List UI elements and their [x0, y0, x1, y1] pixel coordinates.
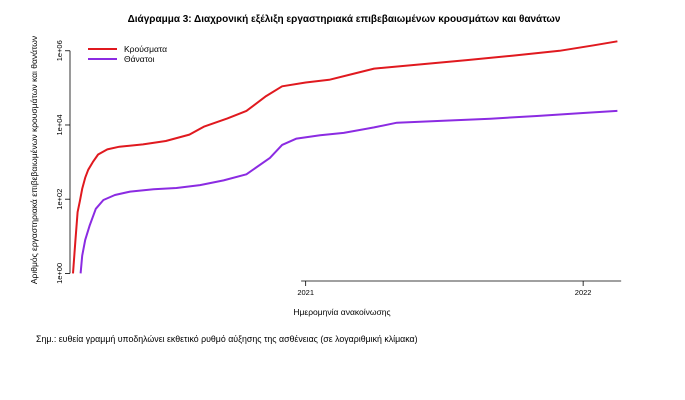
series-lines	[72, 40, 618, 274]
legend-label: Θάνατοι	[124, 54, 155, 64]
y-tick-label: 1e+00	[55, 263, 64, 284]
x-axis-label: Ημερομηνία ανακοίνωσης	[293, 307, 390, 317]
x-tick-label: 2021	[297, 288, 314, 297]
series-line-2	[79, 109, 618, 274]
y-tick-label: 1e+02	[55, 189, 64, 210]
y-tick-label: 1e+06	[55, 40, 64, 61]
y-tick-label: 1e+04	[55, 114, 64, 135]
chart-title: Διάγραμμα 3: Διαχρονική εξέλιξη εργαστηρ…	[128, 14, 561, 25]
y-axis-label: Αριθμός εργαστηριακά επιβεβαιωμένων κρου…	[29, 36, 39, 284]
series-line-1	[72, 40, 618, 274]
axes: 1e+00 1e+02 1e+04 1e+06 2021 2022	[55, 40, 622, 297]
legend-label: Κρούσματα	[124, 44, 167, 54]
footnote: Σημ.: ευθεία γραμμή υποδηλώνει εκθετικό …	[36, 334, 418, 344]
x-tick-label: 2022	[575, 288, 592, 297]
